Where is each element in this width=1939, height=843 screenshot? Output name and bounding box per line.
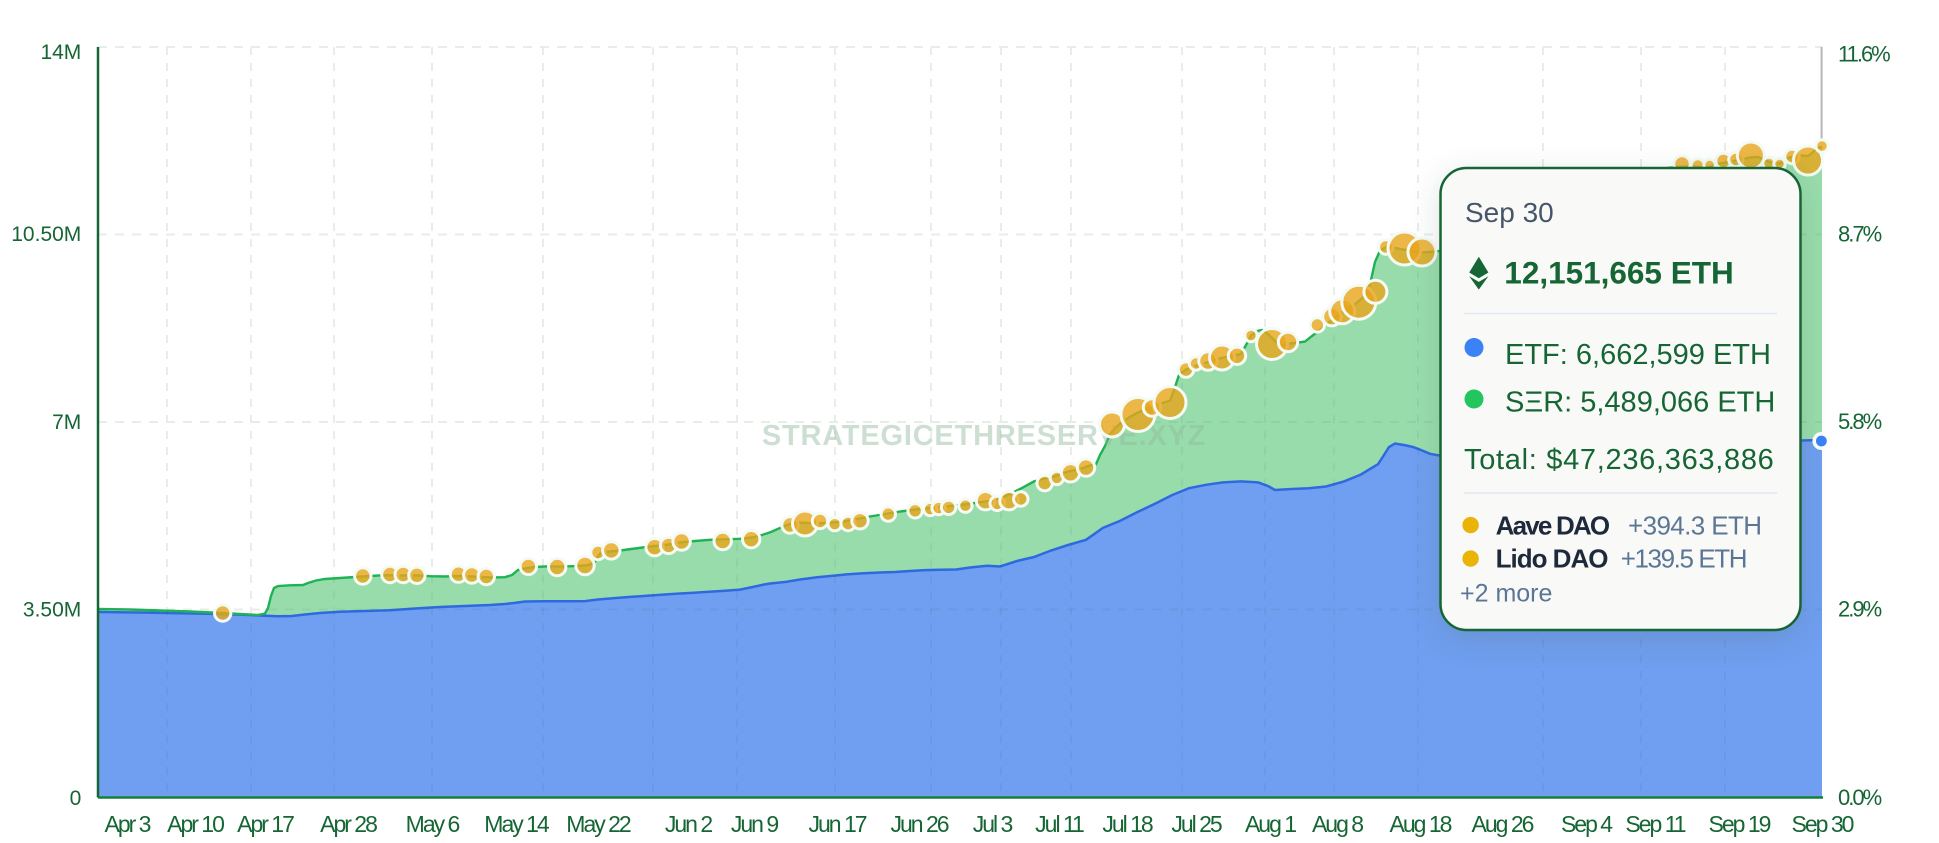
svg-text:Jun 9: Jun 9 <box>731 811 778 837</box>
svg-text:12,151,665 ETH: 12,151,665 ETH <box>1504 255 1733 291</box>
svg-text:+139.5 ETH: +139.5 ETH <box>1621 544 1746 574</box>
svg-text:ETF: 6,662,599 ETH: ETF: 6,662,599 ETH <box>1505 339 1771 371</box>
svg-text:May 14: May 14 <box>484 811 550 837</box>
svg-text:May 6: May 6 <box>406 811 460 837</box>
svg-text:Apr 3: Apr 3 <box>105 811 151 837</box>
svg-text:Apr 10: Apr 10 <box>167 811 224 837</box>
svg-text:Apr 17: Apr 17 <box>237 811 294 837</box>
svg-text:Sep 30: Sep 30 <box>1465 197 1554 228</box>
svg-text:Jun 26: Jun 26 <box>890 811 948 837</box>
svg-text:May 22: May 22 <box>566 811 631 837</box>
svg-text:14M: 14M <box>40 41 81 64</box>
svg-text:11.6%: 11.6% <box>1838 42 1890 67</box>
svg-text:SΞR: 5,489,066 ETH: SΞR: 5,489,066 ETH <box>1505 386 1775 418</box>
svg-text:2.9%: 2.9% <box>1838 597 1882 622</box>
svg-text:Aug 1: Aug 1 <box>1245 811 1296 837</box>
svg-text:Sep 4: Sep 4 <box>1561 811 1613 837</box>
svg-text:Sep 19: Sep 19 <box>1709 811 1771 837</box>
svg-text:8.7%: 8.7% <box>1838 222 1882 247</box>
svg-text:5.8%: 5.8% <box>1838 409 1882 434</box>
svg-text:3.50M: 3.50M <box>23 598 81 621</box>
svg-text:Aug 18: Aug 18 <box>1390 811 1452 837</box>
svg-text:0: 0 <box>70 787 82 810</box>
svg-text:Jun 2: Jun 2 <box>665 811 712 837</box>
svg-text:10.50M: 10.50M <box>11 223 81 246</box>
svg-text:Sep 30: Sep 30 <box>1792 811 1854 837</box>
svg-text:+2 more: +2 more <box>1460 580 1552 608</box>
svg-text:Aug 26: Aug 26 <box>1472 811 1534 837</box>
svg-text:Total: $47,236,363,886: Total: $47,236,363,886 <box>1464 444 1774 476</box>
svg-text:Jul 3: Jul 3 <box>973 811 1013 837</box>
svg-text:Sep 11: Sep 11 <box>1625 811 1685 837</box>
svg-text:7M: 7M <box>52 411 81 434</box>
svg-text:Jun 17: Jun 17 <box>808 811 866 837</box>
svg-text:0.0%: 0.0% <box>1838 785 1882 810</box>
svg-text:Aug 8: Aug 8 <box>1312 811 1363 837</box>
svg-text:Jul 25: Jul 25 <box>1171 811 1222 837</box>
svg-text:+394.3 ETH: +394.3 ETH <box>1628 510 1761 540</box>
svg-text:Jul 18: Jul 18 <box>1102 811 1153 837</box>
svg-text:Lido DAO: Lido DAO <box>1496 544 1609 574</box>
svg-text:Jul 11: Jul 11 <box>1035 811 1084 837</box>
svg-text:Apr 28: Apr 28 <box>320 811 377 837</box>
svg-text:Aave DAO: Aave DAO <box>1496 510 1610 540</box>
